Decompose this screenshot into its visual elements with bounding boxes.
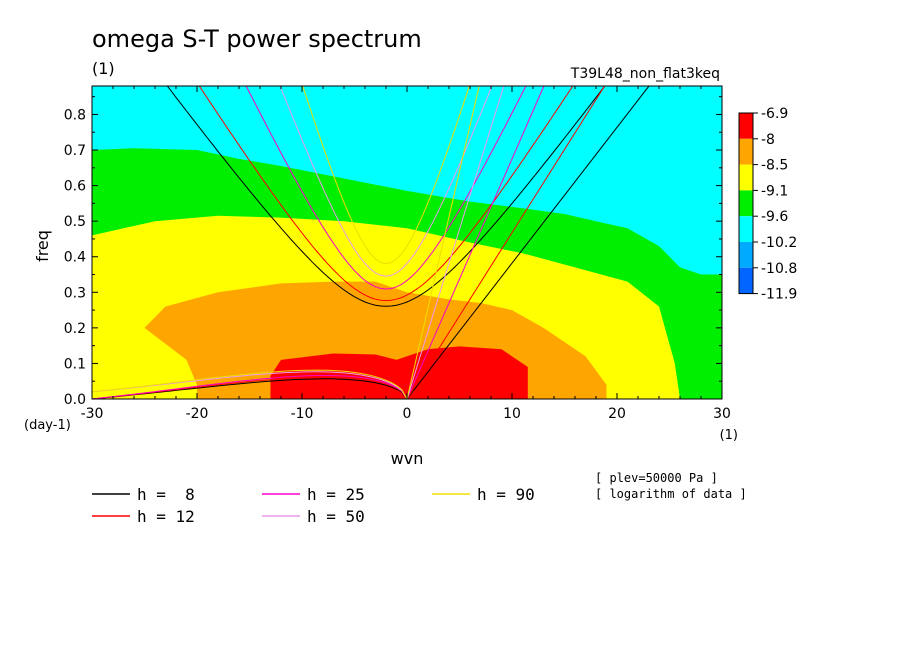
colorbar-frame (738, 112, 754, 295)
colorbar-label: -9.1 (761, 183, 788, 199)
y-tick-label: 0.5 (64, 214, 86, 230)
dispersion-curves (92, 86, 650, 399)
legend: h = 8 h = 12 h = 25 h = 50 h = 90 (92, 485, 535, 526)
colorbar-swatch (739, 113, 753, 139)
dispersion-kelvin-h12 (406, 86, 606, 399)
colorbar-swatch (739, 267, 753, 294)
legend-label: h = 90 (477, 485, 535, 504)
dispersion-ig-h8 (166, 86, 606, 307)
colorbar-swatch (739, 138, 753, 165)
chart-subtitle: (1) (92, 59, 115, 78)
legend-label: h = 50 (307, 507, 365, 526)
legend-label: h = 12 (137, 507, 195, 526)
colorbar-label: -11.9 (761, 287, 797, 303)
y-axis-label: freq (33, 230, 52, 262)
x-tick-label: -10 (291, 406, 314, 422)
y-tick-label: 0.6 (64, 179, 86, 195)
dispersion-ig-h12 (198, 86, 574, 302)
chart-title: omega S-T power spectrum (92, 25, 422, 53)
dispersion-kelvin-h50 (406, 86, 505, 399)
colorbar-label: -8 (761, 132, 775, 148)
y-tick-label: 0.1 (64, 356, 86, 372)
x-axis-unit: (1) (720, 428, 738, 443)
colorbar-label: -9.6 (761, 209, 788, 225)
y-tick-label: 0.2 (64, 321, 86, 337)
y-axis-unit: (day-1) (24, 418, 71, 433)
dispersion-kelvin-h25 (406, 86, 545, 399)
dispersion-kelvin-h90 (406, 86, 480, 399)
plot-area: -30 -20 -10 0 10 20 30 0.0 0.1 0.2 0.3 0.4 0.5 0.6 0.7… (64, 85, 731, 422)
dispersion-ig-h25 (245, 86, 527, 290)
dispersion-ig-h50 (279, 86, 493, 277)
run-label: T39L48_non_flat3keq (570, 66, 720, 82)
y-tick-label: 0.8 (64, 107, 86, 123)
colorbar-swatch (739, 242, 753, 268)
x-tick-label: 30 (713, 406, 731, 422)
colorbar-label: -10.2 (761, 235, 797, 251)
x-tick-label: -30 (81, 406, 104, 422)
contour-region--6p9 (270, 346, 528, 399)
y-tick-label: 0.3 (64, 285, 86, 301)
note-logarithm: [ logarithm of data ] (595, 487, 747, 501)
colorbar-label: -8.5 (761, 158, 788, 174)
colorbar-swatch (739, 216, 753, 242)
x-tick-label: -20 (186, 406, 209, 422)
colorbar-swatch (739, 190, 753, 217)
y-tick-label: 0.0 (64, 392, 86, 408)
legend-label: h = 8 (137, 485, 195, 504)
dispersion-rossby-h90 (92, 369, 408, 399)
colorbar: -6.9 -8 -8.5 -9.1 -9.6 -10.2 -10.8 -11.9 (738, 106, 797, 303)
colorbar-swatch (739, 164, 753, 191)
dispersion-kelvin-h8 (406, 86, 650, 399)
contour-fields (92, 86, 722, 399)
x-tick-label: 0 (403, 406, 412, 422)
colorbar-label: -10.8 (761, 261, 797, 277)
axis-ticks: -30 -20 -10 0 10 20 30 0.0 0.1 0.2 0.3 0.4 0.5 0.6 0.7… (64, 86, 731, 422)
y-tick-label: 0.4 (64, 250, 86, 266)
x-axis-label: wvn (391, 449, 424, 468)
colorbar-label: -6.9 (761, 106, 788, 122)
y-tick-label: 0.7 (64, 143, 86, 159)
contour-region--9p6 (92, 86, 722, 261)
x-tick-label: 10 (503, 406, 521, 422)
dispersion-ig-h90 (302, 86, 470, 265)
dispersion-rossby-h25 (92, 375, 408, 399)
x-tick-label: 20 (608, 406, 626, 422)
legend-label: h = 25 (307, 485, 365, 504)
note-plev: [ plev=50000 Pa ] (595, 471, 718, 485)
